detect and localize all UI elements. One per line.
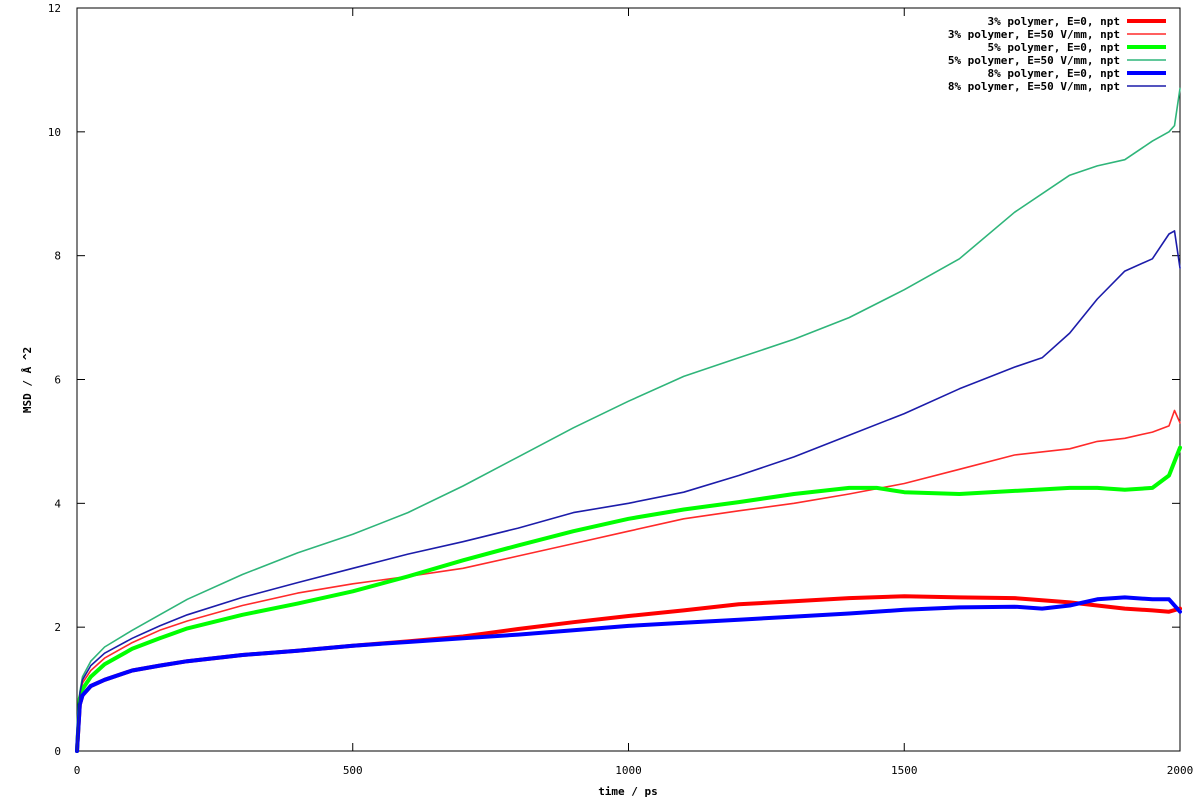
x-axis-title: time / ps	[598, 785, 658, 798]
legend-label-0: 3% polymer, E=0, npt	[988, 15, 1120, 28]
y-tick-label: 6	[54, 374, 61, 387]
y-tick-label: 8	[54, 250, 61, 263]
legend-label-1: 3% polymer, E=50 V/mm, npt	[948, 28, 1120, 41]
y-tick-label: 4	[54, 497, 61, 510]
x-tick-label: 500	[343, 764, 363, 777]
series-line-3	[76, 87, 1181, 752]
plot-frame	[76, 7, 1181, 752]
series-line-0	[75, 594, 1182, 753]
legend-label-3: 5% polymer, E=50 V/mm, npt	[948, 54, 1120, 67]
x-tick-label: 0	[74, 764, 81, 777]
y-tick-label: 2	[54, 621, 61, 634]
axis-ticks: 0 500 1000 1500 2000 0 2 4 6 8 10 12	[48, 2, 1194, 777]
legend-label-4: 8% polymer, E=0, npt	[988, 67, 1120, 80]
y-tick-label: 10	[48, 126, 61, 139]
legend-label-2: 5% polymer, E=0, npt	[988, 41, 1120, 54]
series-line-2	[75, 445, 1182, 753]
y-tick-label: 12	[48, 2, 61, 15]
series-line-4	[75, 595, 1182, 753]
y-axis-title: MSD / Å ^2	[21, 347, 34, 413]
legend-label-5: 8% polymer, E=50 V/mm, npt	[948, 80, 1120, 93]
y-tick-label: 0	[54, 745, 61, 758]
series-lines	[75, 87, 1182, 753]
x-tick-label: 1500	[891, 764, 918, 777]
series-line-5	[76, 230, 1181, 752]
x-tick-label: 1000	[615, 764, 642, 777]
x-tick-label: 2000	[1167, 764, 1194, 777]
series-line-1	[76, 409, 1181, 752]
